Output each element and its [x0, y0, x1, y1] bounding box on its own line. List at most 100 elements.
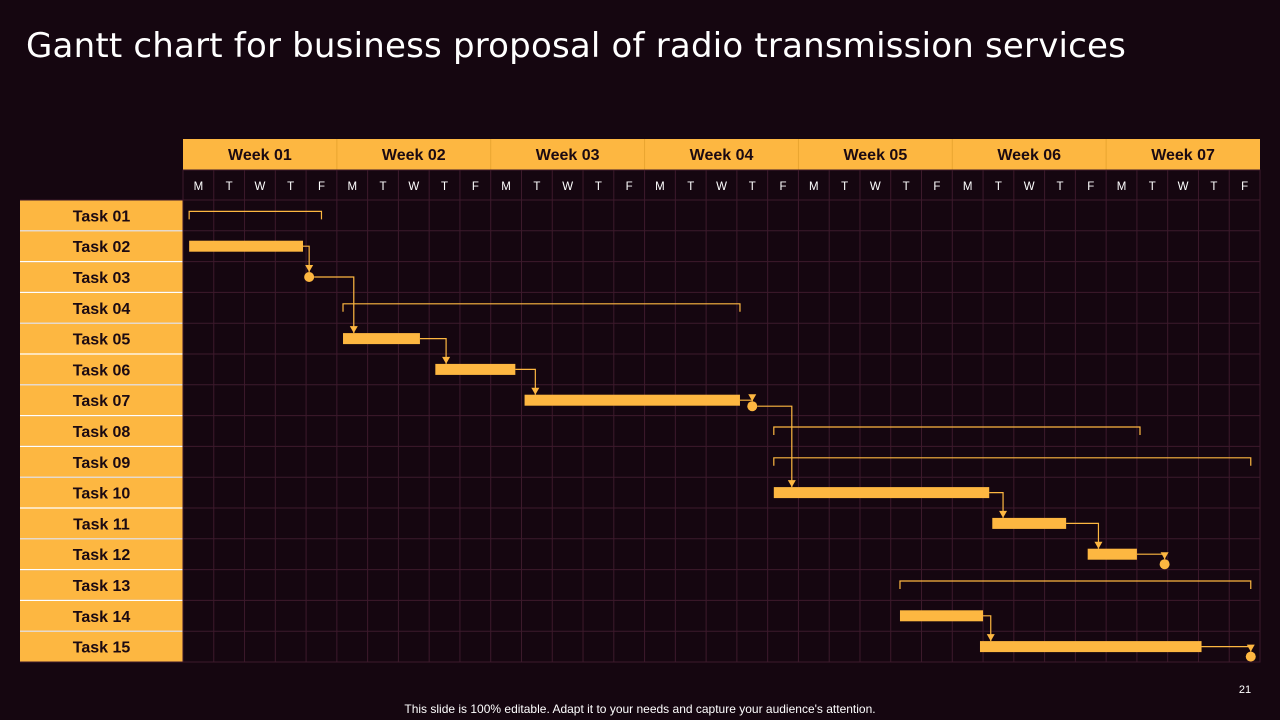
task-bar-14 — [899, 610, 984, 622]
day-label: W — [1178, 181, 1189, 193]
day-label: F — [1241, 181, 1248, 193]
day-label: W — [408, 181, 419, 193]
task-bar-06 — [435, 363, 516, 375]
arrow-head — [349, 326, 358, 334]
task-bar-07 — [524, 394, 740, 406]
arrow-head — [999, 510, 1008, 518]
task-label: Task 12 — [73, 547, 131, 564]
day-label: W — [716, 181, 727, 193]
day-label: T — [903, 181, 910, 193]
day-label: T — [749, 181, 756, 193]
task-bar-15 — [979, 641, 1202, 653]
day-label: F — [318, 181, 325, 193]
dependency-arrow — [983, 615, 992, 642]
week-label: Week 05 — [843, 147, 907, 164]
task-label: Task 07 — [73, 393, 131, 410]
week-header-band — [183, 139, 1260, 170]
task-bar-05 — [343, 333, 420, 345]
task-label: Task 13 — [73, 578, 131, 595]
day-label: T — [287, 181, 294, 193]
summary-bracket-13 — [899, 580, 1252, 589]
week-label: Week 01 — [228, 147, 292, 164]
dependency-arrow — [303, 245, 310, 272]
dependency-arrow — [314, 276, 355, 334]
task-bar-02 — [189, 240, 304, 252]
arrow-head — [986, 634, 995, 642]
dependency-arrow — [757, 405, 793, 488]
task-label: Task 04 — [73, 301, 131, 318]
end-milestone-3 — [1245, 651, 1256, 662]
day-label: M — [194, 181, 204, 193]
summary-bracket-09 — [773, 457, 1252, 466]
task-label: Task 14 — [73, 609, 131, 626]
week-label: Week 06 — [997, 147, 1061, 164]
task-label: Task 11 — [73, 516, 130, 533]
task-label: Task 02 — [73, 239, 131, 256]
dependency-arrow — [419, 338, 447, 364]
day-label: T — [687, 181, 694, 193]
task-label: Task 08 — [73, 424, 131, 441]
day-label: F — [626, 181, 633, 193]
task-label: Task 15 — [73, 640, 131, 657]
arrow-head — [1160, 552, 1169, 560]
day-label: W — [562, 181, 573, 193]
arrow-head — [442, 356, 451, 364]
day-label: T — [533, 181, 540, 193]
day-label: T — [379, 181, 386, 193]
day-label: M — [809, 181, 819, 193]
task-label-column — [20, 200, 183, 662]
dependency-arrow — [1201, 646, 1252, 652]
arrow-head — [305, 265, 314, 272]
dependency-arrow — [989, 492, 1004, 518]
end-milestone-1 — [747, 401, 758, 412]
day-label: F — [933, 181, 940, 193]
week-label: Week 04 — [690, 147, 754, 164]
day-label: W — [870, 181, 881, 193]
day-label: M — [963, 181, 973, 193]
slide-title: Gantt chart for business proposal of rad… — [26, 26, 1127, 66]
task-label: Task 05 — [73, 332, 131, 349]
milestone-03 — [304, 272, 315, 282]
footer-note: This slide is 100% editable. Adapt it to… — [404, 702, 876, 716]
day-label: F — [780, 181, 787, 193]
day-label: M — [655, 181, 665, 193]
task-label: Task 10 — [73, 486, 131, 503]
page-number: 21 — [1238, 684, 1252, 696]
arrow-head — [531, 387, 540, 395]
dependency-arrow — [1136, 553, 1166, 560]
grid-border — [182, 169, 1261, 663]
day-label: T — [441, 181, 448, 193]
task-label: Task 06 — [73, 362, 131, 379]
arrow-head — [787, 480, 796, 488]
dependency-arrow — [739, 399, 753, 402]
day-label: F — [472, 181, 479, 193]
dependency-arrow — [515, 368, 536, 395]
summary-bracket-01 — [188, 210, 323, 220]
dependency-arrow — [1066, 522, 1100, 549]
day-label: W — [1024, 181, 1035, 193]
day-label: T — [995, 181, 1002, 193]
task-label: Task 09 — [73, 455, 131, 472]
task-label: Task 03 — [73, 270, 131, 287]
day-label: F — [1087, 181, 1094, 193]
arrow-head — [1094, 541, 1103, 549]
day-label: T — [1210, 181, 1217, 193]
task-bar-11 — [992, 517, 1067, 529]
day-label: T — [595, 181, 602, 193]
day-label: T — [1056, 181, 1063, 193]
arrow-head — [1246, 644, 1255, 652]
task-bar-10 — [773, 487, 990, 499]
week-label: Week 02 — [382, 147, 446, 164]
day-label: M — [501, 181, 511, 193]
summary-bracket-08 — [773, 426, 1141, 435]
summary-bracket-04 — [342, 303, 741, 312]
task-bar-12 — [1087, 548, 1137, 560]
day-label: T — [1149, 181, 1156, 193]
week-label: Week 07 — [1151, 147, 1215, 164]
arrow-head — [748, 394, 757, 402]
day-label: W — [254, 181, 265, 193]
task-label: Task 01 — [73, 208, 131, 225]
end-milestone-2 — [1159, 559, 1170, 570]
day-label: M — [347, 181, 357, 193]
